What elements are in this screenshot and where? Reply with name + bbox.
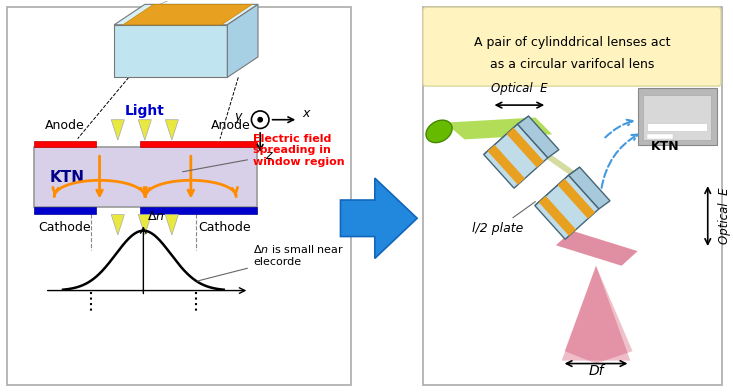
Polygon shape — [341, 178, 417, 258]
Bar — [647, 134, 673, 139]
Text: Df: Df — [589, 364, 604, 378]
Bar — [423, 7, 722, 385]
Polygon shape — [165, 120, 178, 140]
Text: Cathode: Cathode — [38, 221, 91, 234]
Polygon shape — [111, 214, 125, 235]
Bar — [34, 141, 96, 147]
Text: x: x — [303, 107, 310, 120]
Polygon shape — [165, 214, 178, 235]
Polygon shape — [114, 25, 227, 77]
Ellipse shape — [426, 120, 452, 143]
Polygon shape — [484, 124, 548, 188]
Circle shape — [258, 118, 262, 122]
Text: Electric field
spreading in
window region: Electric field spreading in window regio… — [183, 134, 345, 172]
Bar — [140, 141, 257, 147]
Bar — [140, 207, 257, 214]
Polygon shape — [487, 145, 525, 185]
Polygon shape — [556, 230, 638, 266]
Bar — [7, 7, 351, 385]
Bar — [644, 95, 711, 140]
Text: Anode: Anode — [45, 119, 84, 132]
Text: Anode: Anode — [211, 119, 251, 132]
Polygon shape — [535, 175, 599, 239]
Polygon shape — [114, 4, 258, 25]
Text: A pair of cylinddrical lenses act: A pair of cylinddrical lenses act — [474, 36, 670, 49]
Text: Light: Light — [125, 103, 165, 118]
Text: $\Delta n$: $\Delta n$ — [147, 211, 165, 223]
Polygon shape — [535, 167, 580, 206]
Text: z: z — [265, 149, 271, 162]
Text: l/2 plate: l/2 plate — [472, 201, 535, 235]
Polygon shape — [111, 120, 125, 140]
Bar — [34, 207, 96, 214]
Bar — [34, 147, 257, 207]
Text: Cathode: Cathode — [198, 221, 251, 234]
Polygon shape — [532, 142, 589, 188]
Text: KTN: KTN — [651, 140, 679, 153]
Polygon shape — [539, 196, 576, 236]
Text: Optical  E: Optical E — [718, 188, 731, 244]
Polygon shape — [517, 116, 559, 158]
Text: as a circular varifocal lens: as a circular varifocal lens — [490, 58, 654, 71]
Bar — [638, 87, 716, 145]
Polygon shape — [507, 128, 544, 168]
Polygon shape — [569, 167, 610, 209]
Polygon shape — [227, 4, 258, 77]
Polygon shape — [139, 214, 152, 235]
Text: KTN: KTN — [50, 170, 85, 185]
Polygon shape — [558, 179, 595, 219]
Polygon shape — [564, 266, 633, 363]
FancyBboxPatch shape — [423, 7, 721, 86]
Text: Optical  E: Optical E — [491, 82, 548, 95]
Polygon shape — [139, 120, 152, 140]
Polygon shape — [484, 116, 528, 154]
Text: $\Delta n$ is small near
elecorde: $\Delta n$ is small near elecorde — [197, 243, 344, 281]
Text: y: y — [235, 109, 242, 123]
Polygon shape — [561, 266, 630, 361]
Bar — [647, 123, 707, 131]
Polygon shape — [445, 118, 552, 140]
Polygon shape — [123, 4, 252, 25]
